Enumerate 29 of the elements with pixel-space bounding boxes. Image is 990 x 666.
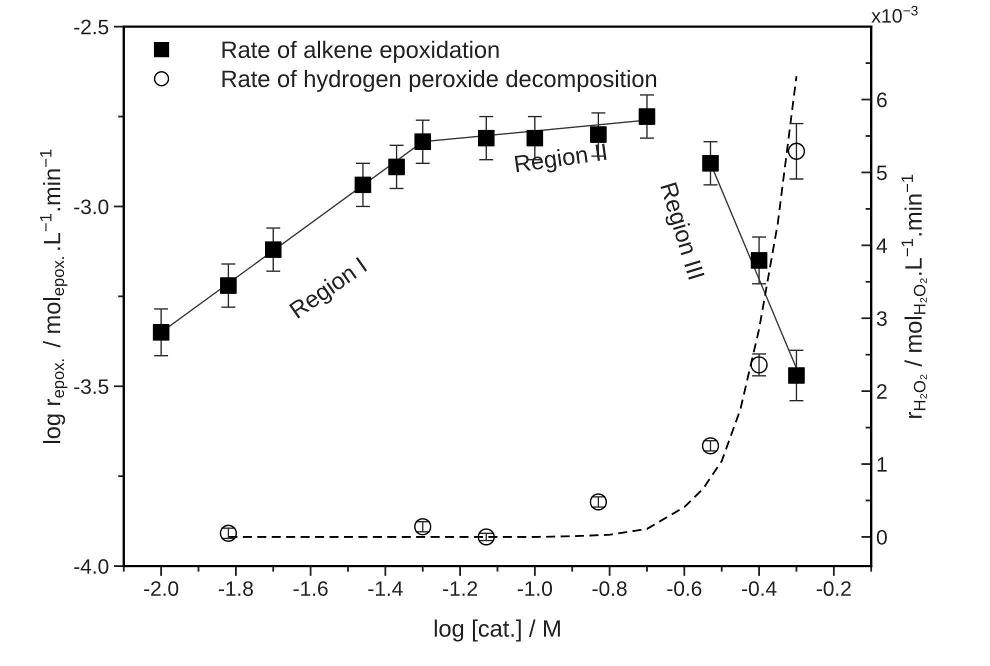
x-tick-label: -1.8 [218, 581, 253, 596]
x-tick-label: -1.2 [443, 581, 478, 596]
x-tick-label: -1.6 [294, 581, 328, 596]
x-axis-title: log [cat.] / M [434, 620, 560, 642]
y2-axis-title: r$_{H₂O₂}$ / mol$_{H₂O₂}$.L$^{−1}$.min$^{−1}$ [902, 174, 927, 418]
y2-tick-label: 5 [876, 166, 887, 180]
annotation: Region II [514, 142, 608, 178]
annotation: Region III [656, 182, 706, 282]
x-tick-label: -0.6 [667, 581, 702, 596]
y-tick-label: -3.5 [74, 379, 108, 394]
x-tick-label: -0.4 [742, 581, 776, 596]
x-tick-label: -0.8 [592, 581, 627, 596]
y2-tick-label: 0 [876, 530, 887, 545]
legend-label: Rate of alkene epoxidation [222, 40, 499, 63]
y2-tick-label: 3 [876, 311, 887, 326]
text: x10$^{−3}$ [871, 6, 918, 23]
x-tick-label: -2.0 [144, 581, 178, 596]
y2-tick-label: 1 [878, 457, 887, 472]
y2-tick-label: 2 [877, 384, 887, 399]
y-axis-title: log r$_{epox.}$ / mol$_{epox.}$.L$^{−1}$.min$^{−1}$ [40, 150, 68, 443]
legend-label: Rate of hydrogen peroxide decomposition [222, 70, 656, 92]
x-tick-label: -1.0 [518, 581, 552, 596]
y-tick-label: -3.0 [74, 199, 108, 214]
y2-tick-label: 6 [877, 92, 887, 108]
x-tick-label: -1.4 [368, 581, 403, 596]
y-tick-label: -2.5 [74, 20, 108, 34]
y2-tick-label: 4 [876, 238, 888, 253]
x-tick-label: -0.2 [816, 581, 851, 596]
y-tick-label: -4.0 [74, 559, 108, 574]
